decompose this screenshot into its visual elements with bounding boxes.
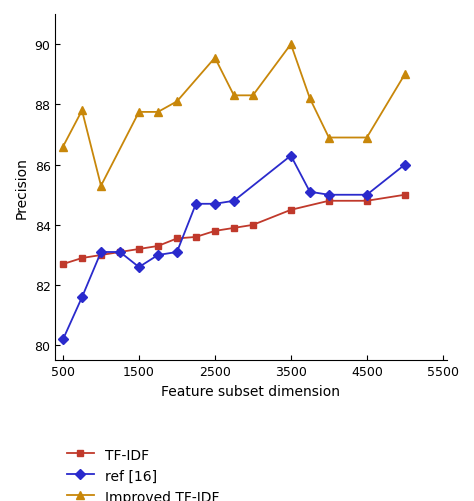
ref [16] (364, 192, 370, 198)
ref [16] (117, 249, 123, 256)
ref [16] (326, 192, 332, 198)
TF-IDF (174, 236, 180, 242)
TF-IDF (60, 262, 66, 268)
Improved TF-IDF (250, 93, 256, 99)
Improved TF-IDF (326, 135, 332, 141)
ref [16] (174, 249, 180, 256)
ref [16] (193, 201, 199, 207)
Improved TF-IDF (174, 99, 180, 105)
Line: Improved TF-IDF: Improved TF-IDF (59, 41, 409, 190)
ref [16] (155, 253, 161, 259)
Improved TF-IDF (79, 108, 85, 114)
ref [16] (136, 265, 142, 271)
Improved TF-IDF (212, 56, 218, 62)
ref [16] (212, 201, 218, 207)
Y-axis label: Precision: Precision (15, 157, 29, 219)
Line: ref [16]: ref [16] (60, 153, 408, 343)
TF-IDF (193, 234, 199, 240)
TF-IDF (231, 225, 237, 231)
ref [16] (98, 249, 104, 256)
TF-IDF (250, 222, 256, 228)
ref [16] (231, 198, 237, 204)
Improved TF-IDF (155, 110, 161, 116)
ref [16] (288, 153, 294, 159)
Legend: TF-IDF, ref [16], Improved TF-IDF: TF-IDF, ref [16], Improved TF-IDF (63, 444, 224, 501)
Improved TF-IDF (98, 183, 104, 189)
Improved TF-IDF (307, 96, 313, 102)
ref [16] (79, 295, 85, 301)
TF-IDF (117, 249, 123, 256)
TF-IDF (326, 198, 332, 204)
Improved TF-IDF (288, 42, 294, 48)
Improved TF-IDF (364, 135, 370, 141)
TF-IDF (402, 192, 408, 198)
TF-IDF (79, 256, 85, 262)
X-axis label: Feature subset dimension: Feature subset dimension (162, 384, 340, 398)
Improved TF-IDF (60, 144, 66, 150)
TF-IDF (136, 246, 142, 253)
TF-IDF (364, 198, 370, 204)
TF-IDF (288, 207, 294, 213)
ref [16] (60, 337, 66, 343)
ref [16] (307, 189, 313, 195)
Improved TF-IDF (136, 110, 142, 116)
Improved TF-IDF (231, 93, 237, 99)
TF-IDF (212, 228, 218, 234)
Line: TF-IDF: TF-IDF (60, 192, 408, 268)
Improved TF-IDF (402, 72, 408, 78)
ref [16] (402, 162, 408, 168)
TF-IDF (155, 243, 161, 249)
TF-IDF (98, 253, 104, 259)
